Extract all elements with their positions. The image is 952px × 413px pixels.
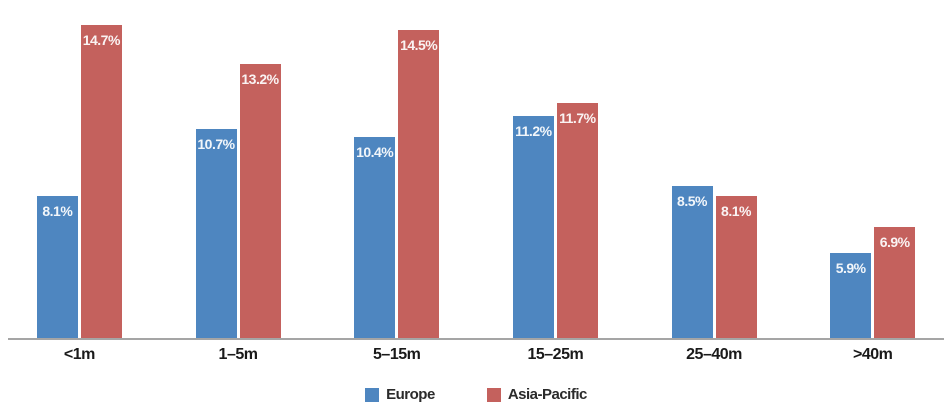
category-label: 5–15m — [373, 346, 421, 363]
category-axis: <1m 1–5m 5–15m 15–25m 25–40m >40m — [0, 346, 952, 364]
bar-value-label: 8.5% — [677, 193, 707, 209]
asia-pacific-swatch-icon — [486, 387, 501, 402]
category-label: 25–40m — [686, 346, 742, 363]
europe-swatch-icon — [365, 387, 380, 402]
category-label: 15–25m — [527, 346, 584, 363]
bar-asia-pacific: 14.7% — [80, 25, 122, 339]
bar-value-label: 14.7% — [82, 32, 121, 48]
bar-asia-pacific: 14.5% — [398, 30, 440, 339]
plot-area: 8.1% 14.7% 10.7% 13.2% 10.4% 14.5% 11.2% 11.7% 8… — [0, 0, 952, 339]
category-label: 1–5m — [218, 346, 258, 363]
legend-label-europe: Europe — [386, 386, 435, 403]
bar-value-label: 14.5% — [400, 37, 438, 53]
legend: Europe Asia-Pacific — [0, 386, 952, 403]
bar-group: 8.1% 14.7% — [0, 0, 159, 339]
bar-europe: 10.7% — [195, 129, 237, 339]
bar-value-label: 10.4% — [356, 144, 394, 160]
bar-value-label: 5.9% — [835, 260, 866, 276]
bar-group: 10.4% 14.5% — [317, 0, 476, 339]
legend-item-europe: Europe — [365, 386, 435, 403]
bar-group: 8.5% 8.1% — [635, 0, 794, 339]
bar-asia-pacific: 11.7% — [556, 103, 598, 339]
legend-label-asia-pacific: Asia-Pacific — [507, 386, 588, 403]
bar-europe: 11.2% — [512, 116, 554, 339]
bar-asia-pacific: 8.1% — [715, 196, 757, 339]
bar-value-label: 10.7% — [197, 136, 235, 152]
bar-europe: 10.4% — [354, 137, 396, 339]
bar-value-label: 6.9% — [879, 234, 910, 250]
bar-group: 5.9% 6.9% — [793, 0, 952, 339]
legend-item-asia-pacific: Asia-Pacific — [486, 386, 588, 403]
bar-value-label: 8.1% — [721, 203, 751, 219]
bar-europe: 5.9% — [830, 253, 872, 339]
bar-asia-pacific: 13.2% — [239, 64, 281, 339]
bar-value-label: 11.7% — [559, 110, 596, 126]
bar-value-label: 11.2% — [515, 123, 552, 139]
bar-asia-pacific: 6.9% — [874, 227, 916, 339]
bar-group: 11.2% 11.7% — [476, 0, 635, 339]
bar-europe: 8.5% — [671, 186, 713, 339]
category-label: >40m — [853, 346, 893, 363]
x-axis-line — [8, 338, 944, 340]
category-label: <1m — [63, 346, 95, 363]
bar-value-label: 13.2% — [241, 71, 279, 87]
bar-group: 10.7% 13.2% — [159, 0, 318, 339]
bar-europe: 8.1% — [36, 196, 78, 339]
bar-value-label: 8.1% — [42, 203, 73, 219]
